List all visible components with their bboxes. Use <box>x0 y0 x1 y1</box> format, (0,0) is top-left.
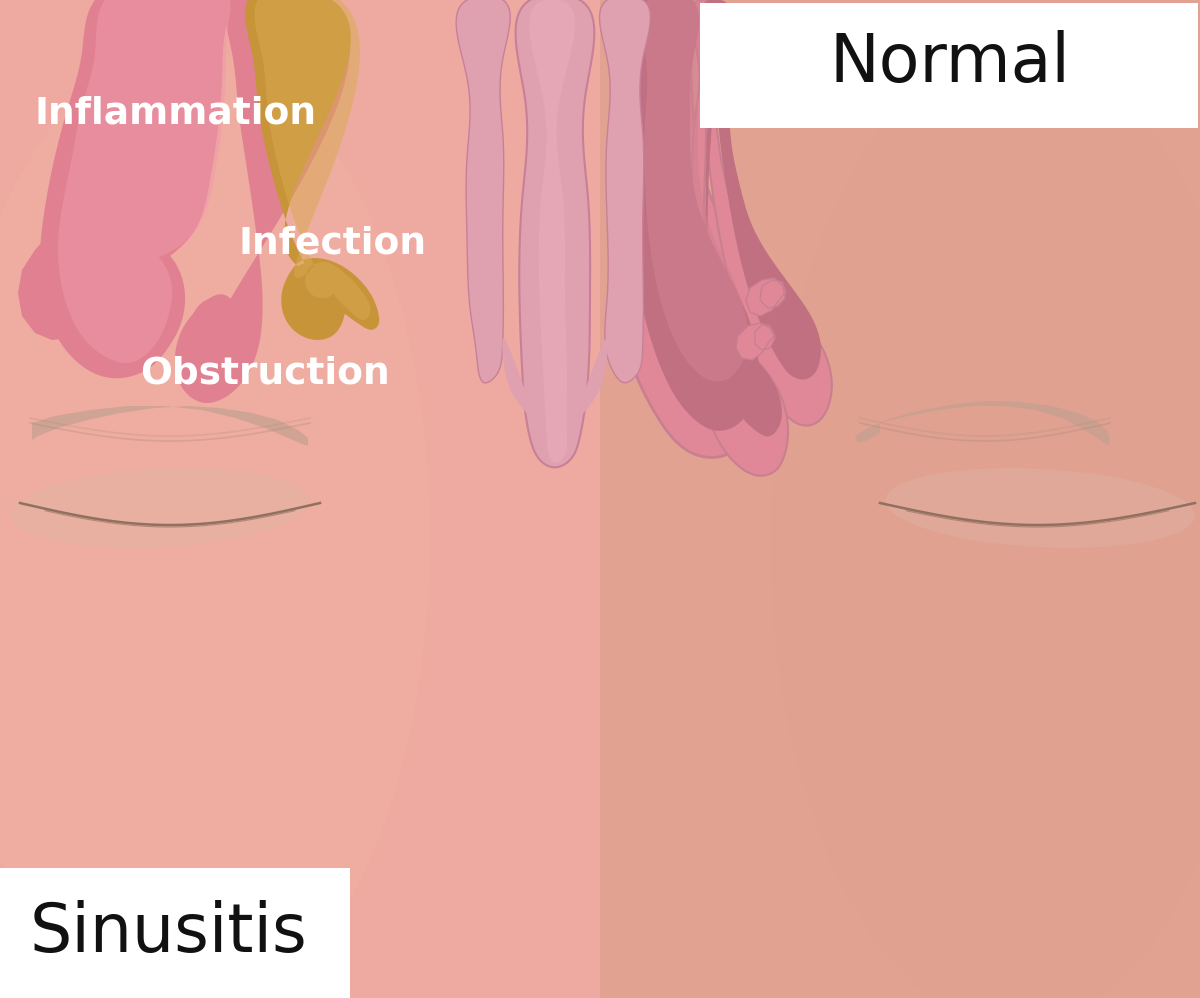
Polygon shape <box>175 0 350 403</box>
Text: Obstruction: Obstruction <box>140 355 390 391</box>
Polygon shape <box>254 0 371 320</box>
Ellipse shape <box>0 48 430 998</box>
Text: Normal: Normal <box>829 30 1070 96</box>
Ellipse shape <box>886 468 1195 548</box>
Text: Inflammation: Inflammation <box>34 95 316 131</box>
Polygon shape <box>600 0 650 383</box>
Ellipse shape <box>10 468 310 548</box>
Polygon shape <box>641 0 748 381</box>
Polygon shape <box>516 0 594 467</box>
Polygon shape <box>245 0 379 340</box>
FancyBboxPatch shape <box>0 868 350 998</box>
Polygon shape <box>503 338 607 463</box>
Polygon shape <box>456 0 510 383</box>
Polygon shape <box>18 220 108 340</box>
Polygon shape <box>704 0 821 379</box>
Polygon shape <box>631 0 758 431</box>
Polygon shape <box>40 0 229 378</box>
FancyBboxPatch shape <box>700 3 1198 128</box>
Polygon shape <box>854 401 1110 446</box>
Polygon shape <box>692 0 832 425</box>
Polygon shape <box>610 0 770 457</box>
Polygon shape <box>690 0 788 476</box>
Polygon shape <box>736 323 775 360</box>
Polygon shape <box>58 0 230 363</box>
Ellipse shape <box>770 48 1200 998</box>
Text: Sinusitis: Sinusitis <box>29 900 307 966</box>
Polygon shape <box>0 0 600 998</box>
Text: Infection: Infection <box>238 225 426 261</box>
Polygon shape <box>600 0 1200 998</box>
Polygon shape <box>701 0 782 436</box>
Polygon shape <box>529 0 575 462</box>
Polygon shape <box>746 278 786 316</box>
Polygon shape <box>32 406 308 446</box>
